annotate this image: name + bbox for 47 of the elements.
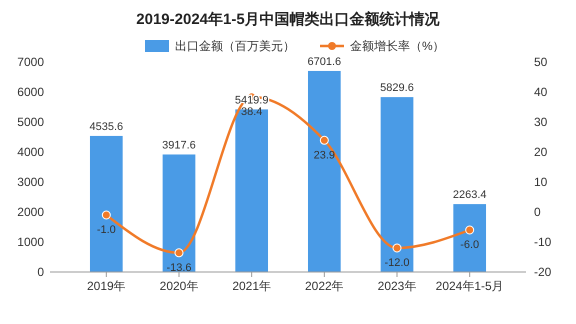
data-label: 23.9 [314, 149, 336, 162]
y2-tick-label: 0 [534, 205, 541, 219]
data-label: 6701.6 [308, 56, 342, 68]
bar [308, 70, 341, 272]
y2-tick-label: 30 [534, 115, 548, 129]
chart-title: 2019-2024年1-5月中国帽类出口金额统计情况 [136, 10, 441, 28]
y2-tick-label: 50 [534, 55, 548, 69]
bar [162, 154, 196, 272]
point [174, 248, 184, 258]
x-tick-label: 2019年 [86, 279, 126, 293]
x-tick-label: 2023年 [378, 279, 416, 293]
bar [235, 109, 268, 272]
data-label: -1.0 [96, 224, 116, 236]
bar [380, 97, 414, 272]
bar [90, 136, 123, 272]
legend-label: 出口金额（百万美元） [175, 39, 295, 53]
y2-tick-label: 20 [534, 145, 548, 159]
y-tick-label: 1000 [17, 235, 44, 249]
point [320, 136, 329, 145]
y-tick-label: 5000 [17, 115, 44, 129]
y2-tick-label: -10 [534, 235, 552, 249]
data-label: -13.6 [166, 262, 192, 274]
y-tick-label: 7000 [17, 55, 44, 69]
y2-tick-label: -20 [534, 265, 552, 279]
data-label: -12.0 [384, 257, 410, 269]
x-tick-label: 2022年 [304, 279, 344, 293]
point [392, 244, 402, 252]
y-tick-label: 6000 [17, 85, 44, 99]
x-tick-label: 2021年 [232, 279, 272, 293]
y2-tick-label: 10 [534, 175, 548, 189]
data-label: 4535.6 [89, 120, 124, 133]
data-label: 5829.6 [380, 82, 414, 94]
y-tick-label: 2000 [17, 205, 44, 219]
data-label: 3917.6 [162, 139, 196, 152]
data-label: -6.0 [460, 239, 480, 251]
bar [453, 204, 486, 272]
x-tick-label: 2024年1-5月 [436, 279, 504, 293]
point [102, 210, 111, 220]
y-tick-label: 3000 [17, 175, 44, 189]
legend-label: 金额增长率（%） [350, 39, 445, 53]
y-tick-label: 4000 [17, 145, 44, 159]
data-label: 2263.4 [452, 189, 487, 202]
y-tick-label: 0 [37, 265, 44, 279]
y2-tick-label: 40 [534, 85, 548, 99]
point [465, 226, 474, 234]
x-tick-label: 2020年 [160, 279, 198, 293]
data-label: 38.4 [240, 106, 262, 118]
